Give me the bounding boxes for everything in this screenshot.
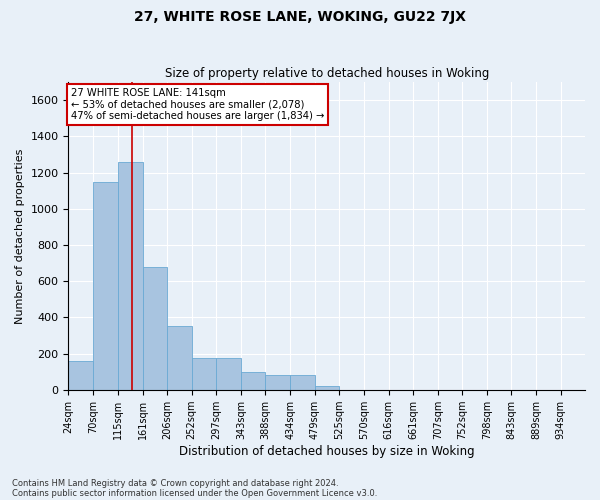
Bar (216, 358, 241, 390)
Y-axis label: Number of detached properties: Number of detached properties (15, 148, 25, 324)
Text: 27 WHITE ROSE LANE: 141sqm
← 53% of detached houses are smaller (2,078)
47% of s: 27 WHITE ROSE LANE: 141sqm ← 53% of deta… (71, 88, 325, 122)
Bar (167, 326, 192, 390)
Bar (290, 375, 314, 390)
Text: 27, WHITE ROSE LANE, WOKING, GU22 7JX: 27, WHITE ROSE LANE, WOKING, GU22 7JX (134, 10, 466, 24)
Bar (68, 361, 93, 390)
Text: Contains HM Land Registry data © Crown copyright and database right 2024.: Contains HM Land Registry data © Crown c… (12, 478, 338, 488)
Text: Contains public sector information licensed under the Open Government Licence v3: Contains public sector information licen… (12, 488, 377, 498)
X-axis label: Distribution of detached houses by size in Woking: Distribution of detached houses by size … (179, 444, 475, 458)
Bar (314, 386, 340, 390)
Title: Size of property relative to detached houses in Woking: Size of property relative to detached ho… (164, 66, 489, 80)
Bar (192, 358, 216, 390)
Bar (265, 375, 290, 390)
Bar (93, 182, 118, 390)
Bar (241, 372, 265, 390)
Bar (143, 266, 167, 390)
Bar (118, 162, 143, 390)
